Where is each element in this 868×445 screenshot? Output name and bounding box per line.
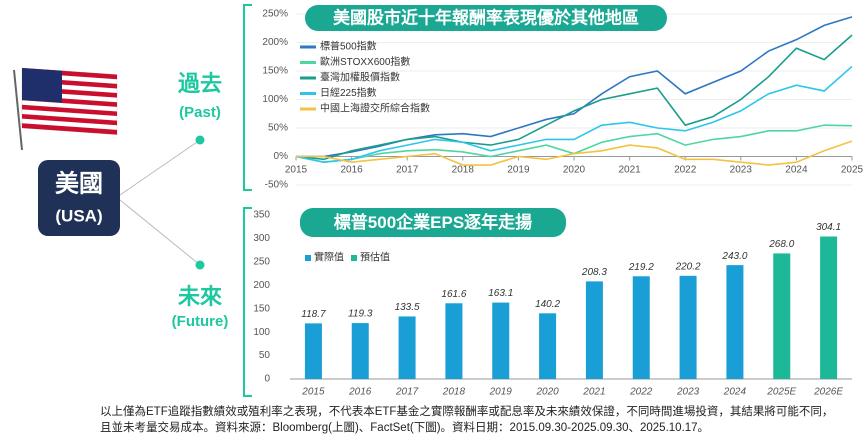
value-label: 161.6: [441, 289, 466, 300]
country-box: [38, 160, 120, 236]
period: 未來: [178, 284, 222, 309]
bar: [398, 316, 416, 379]
legend-swatch: [351, 255, 357, 261]
bar: [539, 313, 557, 379]
bar: [726, 265, 744, 379]
period: 過去: [178, 71, 222, 96]
legend-label: 日經225指數: [320, 86, 377, 99]
x-tick-label: 2020: [535, 387, 559, 398]
y-tick-label: 100: [253, 327, 270, 338]
value-label: 133.5: [395, 302, 420, 313]
country-en: (USA): [55, 206, 102, 225]
x-tick-label: 2023: [676, 387, 700, 398]
flag-pole: [13, 69, 23, 151]
chart-title: 標普500企業EPS逐年走揚: [334, 212, 532, 232]
bracket: [243, 4, 252, 191]
y-tick-label: 200: [253, 280, 270, 291]
y-tick-label: 50%: [268, 123, 288, 134]
bar: [773, 253, 791, 379]
x-tick-label: 2026E: [813, 387, 843, 398]
value-label: 243.0: [721, 251, 747, 262]
footnote: 以上僅為ETF追蹤指數績效或殖利率之表現，不代表本ETF基金之實際報酬率或配息率…: [100, 404, 833, 418]
legend-label: 臺灣加權股價指數: [320, 71, 400, 84]
bar: [632, 276, 650, 379]
value-label: 220.2: [675, 261, 701, 272]
x-tick-label: 2015: [285, 165, 308, 176]
period-en: (Past): [179, 104, 221, 121]
bar: [820, 236, 838, 379]
y-tick-label: 250%: [262, 9, 288, 20]
series-line: [295, 65, 853, 164]
y-tick-label: 0: [264, 374, 270, 385]
country: 美國: [55, 169, 103, 197]
x-tick-label: 2016: [340, 165, 363, 176]
legend-label: 標普500指數: [320, 40, 377, 53]
y-tick-label: 250: [253, 256, 270, 267]
us-flag: [21, 67, 118, 135]
y-tick-label: 350: [253, 210, 270, 221]
x-tick-label: 2016: [348, 387, 372, 398]
y-tick-label: -50%: [265, 180, 288, 191]
x-tick-label: 2021: [618, 165, 641, 176]
value-label: 304.1: [816, 222, 841, 233]
value-label: 140.2: [535, 299, 560, 310]
y-tick-label: 100%: [262, 94, 288, 105]
bar: [585, 281, 603, 379]
x-tick-label: 2018: [442, 387, 466, 398]
bar: [492, 302, 510, 379]
x-tick-label: 2022: [629, 387, 653, 398]
x-tick-label: 2017: [396, 165, 419, 176]
x-tick-label: 2015: [301, 387, 325, 398]
series-line: [296, 16, 853, 158]
series-line: [295, 34, 853, 161]
x-tick-label: 2021: [582, 387, 605, 398]
y-tick-label: 300: [253, 233, 270, 244]
dot: [195, 260, 205, 270]
value-label: 268.0: [768, 239, 794, 250]
x-tick-label: 2019: [489, 387, 513, 398]
legend-label: 中國上海證交所綜合指數: [320, 102, 430, 115]
period-en: (Future): [172, 313, 229, 330]
x-tick-label: 2025E: [766, 387, 796, 398]
x-tick-label: 2019: [507, 165, 530, 176]
y-tick-label: 150: [253, 303, 270, 314]
x-tick-label: 2022: [674, 165, 697, 176]
title-banner: [305, 5, 667, 31]
x-tick-label: 2020: [563, 165, 586, 176]
y-tick-label: 200%: [262, 37, 288, 48]
y-tick-label: 150%: [262, 66, 288, 77]
legend-label: 實際值: [314, 251, 344, 264]
legend-label: 歐洲STOXX600指數: [320, 55, 410, 68]
x-tick-label: 2018: [452, 165, 475, 176]
x-tick-label: 2024: [723, 387, 747, 398]
bar: [351, 323, 369, 379]
legend-swatch: [305, 255, 311, 261]
y-tick-label: 0%: [274, 151, 289, 162]
connector: [119, 199, 201, 266]
bar: [679, 275, 697, 379]
y-tick-label: 50: [259, 350, 271, 361]
value-label: 118.7: [301, 309, 326, 320]
x-tick-label: 2024: [785, 165, 808, 176]
bar: [304, 323, 322, 379]
dot: [195, 135, 205, 145]
bar: [445, 303, 463, 379]
value-label: 119.3: [348, 309, 373, 320]
series-line: [296, 140, 853, 166]
x-tick-label: 2017: [395, 387, 419, 398]
chart-title: 美國股市近十年報酬率表現優於其他地區: [333, 7, 639, 27]
value-label: 219.2: [628, 262, 654, 273]
value-label: 208.3: [581, 267, 607, 278]
x-tick-label: 2025: [841, 165, 864, 176]
footnote: 且並未考量交易成本。資料來源：Bloomberg(上圖)、FactSet(下圖)…: [100, 420, 709, 434]
x-tick-label: 2023: [730, 165, 753, 176]
connector: [119, 139, 201, 196]
bracket: [243, 207, 252, 397]
legend-label: 預估值: [360, 251, 390, 264]
value-label: 163.1: [488, 288, 513, 299]
title-banner: [300, 208, 566, 237]
